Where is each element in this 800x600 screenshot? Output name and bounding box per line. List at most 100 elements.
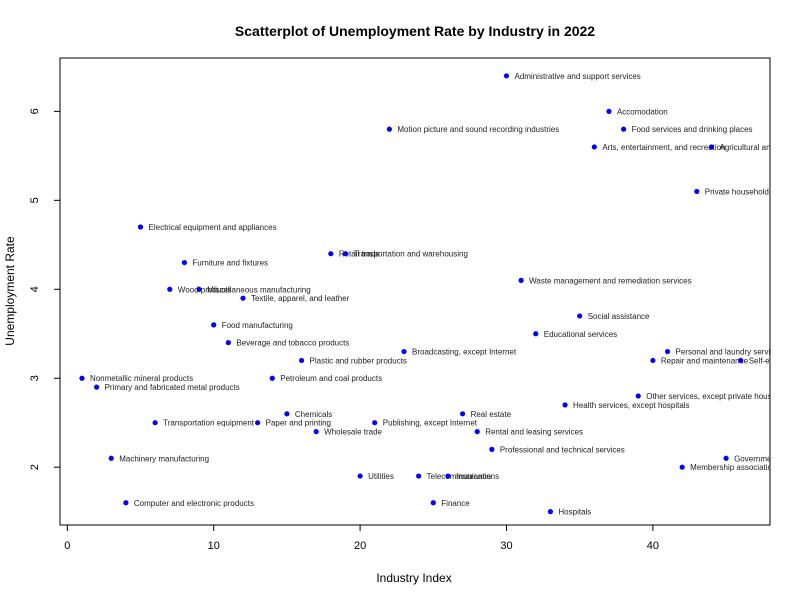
point-label: Broadcasting, except Internet bbox=[412, 348, 517, 357]
point-label: Rental and leasing services bbox=[485, 428, 583, 437]
data-point bbox=[416, 473, 422, 479]
x-tick-label: 30 bbox=[500, 540, 512, 552]
point-label: Nonmetallic mineral products bbox=[90, 374, 193, 383]
point-label: Telecommunications bbox=[427, 472, 499, 481]
data-point bbox=[503, 73, 510, 79]
point-label: Membership associations and organization… bbox=[690, 463, 800, 472]
point-label: Professional and technical services bbox=[500, 445, 625, 454]
point-label: Textile, apparel, and leather bbox=[251, 294, 350, 303]
data-point bbox=[386, 126, 392, 132]
data-point bbox=[211, 322, 217, 328]
point-label: Motion picture and sound recording indus… bbox=[397, 125, 559, 134]
data-point bbox=[328, 251, 334, 257]
data-point bbox=[606, 108, 612, 114]
data-point bbox=[152, 420, 158, 426]
x-tick-label: 0 bbox=[64, 540, 70, 552]
point-label: Paper and printing bbox=[266, 419, 331, 428]
point-label: Self-employed workers bbox=[749, 356, 800, 365]
data-point bbox=[79, 375, 85, 381]
data-point bbox=[489, 446, 495, 452]
data-point bbox=[357, 473, 363, 479]
data-point bbox=[342, 251, 349, 257]
data-point bbox=[474, 429, 480, 435]
data-point bbox=[664, 348, 671, 355]
point-label: Computer and electronic products bbox=[134, 499, 254, 508]
point-label: Furniture and fixtures bbox=[192, 259, 268, 268]
data-point bbox=[240, 295, 246, 301]
data-point bbox=[401, 348, 407, 355]
data-point bbox=[562, 402, 568, 408]
data-point bbox=[196, 286, 202, 292]
data-point bbox=[738, 357, 744, 364]
point-label: Repair and maintenance bbox=[661, 356, 749, 365]
point-label: Petroleum and coal products bbox=[280, 374, 382, 383]
data-point bbox=[123, 500, 129, 506]
point-label: Beverage and tobacco products bbox=[236, 339, 349, 348]
point-label: Administrative and support services bbox=[514, 72, 640, 81]
point-label: Transportation and warehousing bbox=[353, 250, 467, 259]
data-point bbox=[430, 500, 436, 506]
data-point bbox=[181, 259, 188, 266]
data-point bbox=[313, 429, 319, 435]
point-label: Chemicals bbox=[295, 410, 332, 419]
data-point bbox=[650, 357, 656, 364]
data-point bbox=[518, 277, 524, 283]
data-point bbox=[445, 473, 451, 479]
x-tick-label: 20 bbox=[354, 540, 366, 552]
x-axis: 0 10 20 30 40 bbox=[64, 525, 659, 552]
point-label: Retail trade bbox=[339, 250, 380, 259]
data-point bbox=[459, 411, 466, 417]
y-tick-label: 3 bbox=[29, 375, 41, 381]
data-point bbox=[547, 509, 554, 515]
y-axis-label: Unemployment Rate bbox=[3, 236, 17, 346]
data-point bbox=[255, 420, 261, 426]
point-label: Arts, entertainment, and recreation bbox=[602, 143, 725, 152]
point-label: Hospitals bbox=[558, 508, 591, 517]
point-label: Machinery manufacturing bbox=[119, 454, 209, 463]
plot-frame bbox=[59, 57, 771, 526]
data-point bbox=[635, 393, 641, 399]
point-label: Other services, except private household… bbox=[646, 392, 795, 401]
data-point bbox=[269, 375, 275, 381]
data-point bbox=[694, 188, 700, 195]
chart-title: Scatterplot of Unemployment Rate by Indu… bbox=[235, 23, 595, 39]
x-axis-label: Industry Index bbox=[376, 571, 451, 585]
data-point bbox=[108, 455, 114, 461]
point-label: Educational services bbox=[544, 330, 617, 339]
y-tick-label: 5 bbox=[29, 197, 41, 203]
point-label: Waste management and remediation service… bbox=[529, 276, 691, 285]
point-label: Wood products bbox=[178, 285, 232, 294]
point-label: Agricultural and related industries bbox=[719, 143, 800, 152]
point-label: Accomodation bbox=[617, 107, 668, 116]
point-label: Food manufacturing bbox=[222, 321, 293, 330]
y-tick-label: 2 bbox=[29, 464, 41, 470]
data-point bbox=[591, 144, 597, 150]
point-label: Health services, except hospitals bbox=[573, 401, 690, 410]
data-point bbox=[167, 286, 173, 292]
point-label: Primary and fabricated metal products bbox=[105, 383, 240, 392]
data-point bbox=[533, 331, 539, 337]
point-label: Wholesale trade bbox=[324, 428, 382, 437]
point-label: Social assistance bbox=[588, 312, 650, 321]
point-label: Personal and laundry services bbox=[676, 348, 783, 357]
data-point bbox=[621, 126, 627, 132]
data-point bbox=[137, 224, 144, 230]
point-label: Electrical equipment and appliances bbox=[149, 223, 277, 232]
data-point bbox=[679, 464, 685, 470]
data-point bbox=[708, 144, 715, 150]
point-label: Insurance bbox=[456, 472, 492, 481]
point-label: Food services and drinking places bbox=[632, 125, 753, 134]
data-point bbox=[284, 411, 290, 417]
x-tick-label: 10 bbox=[208, 540, 220, 552]
y-tick-label: 4 bbox=[29, 286, 41, 292]
point-label: Plastic and rubber products bbox=[310, 356, 407, 365]
point-label: Finance bbox=[441, 499, 470, 508]
data-point bbox=[93, 384, 100, 390]
point-label: Transportation equipment bbox=[163, 419, 255, 428]
data-point bbox=[723, 455, 729, 461]
data-point bbox=[372, 420, 378, 426]
x-tick-label: 40 bbox=[647, 540, 659, 552]
point-label: Government workers bbox=[734, 454, 800, 463]
